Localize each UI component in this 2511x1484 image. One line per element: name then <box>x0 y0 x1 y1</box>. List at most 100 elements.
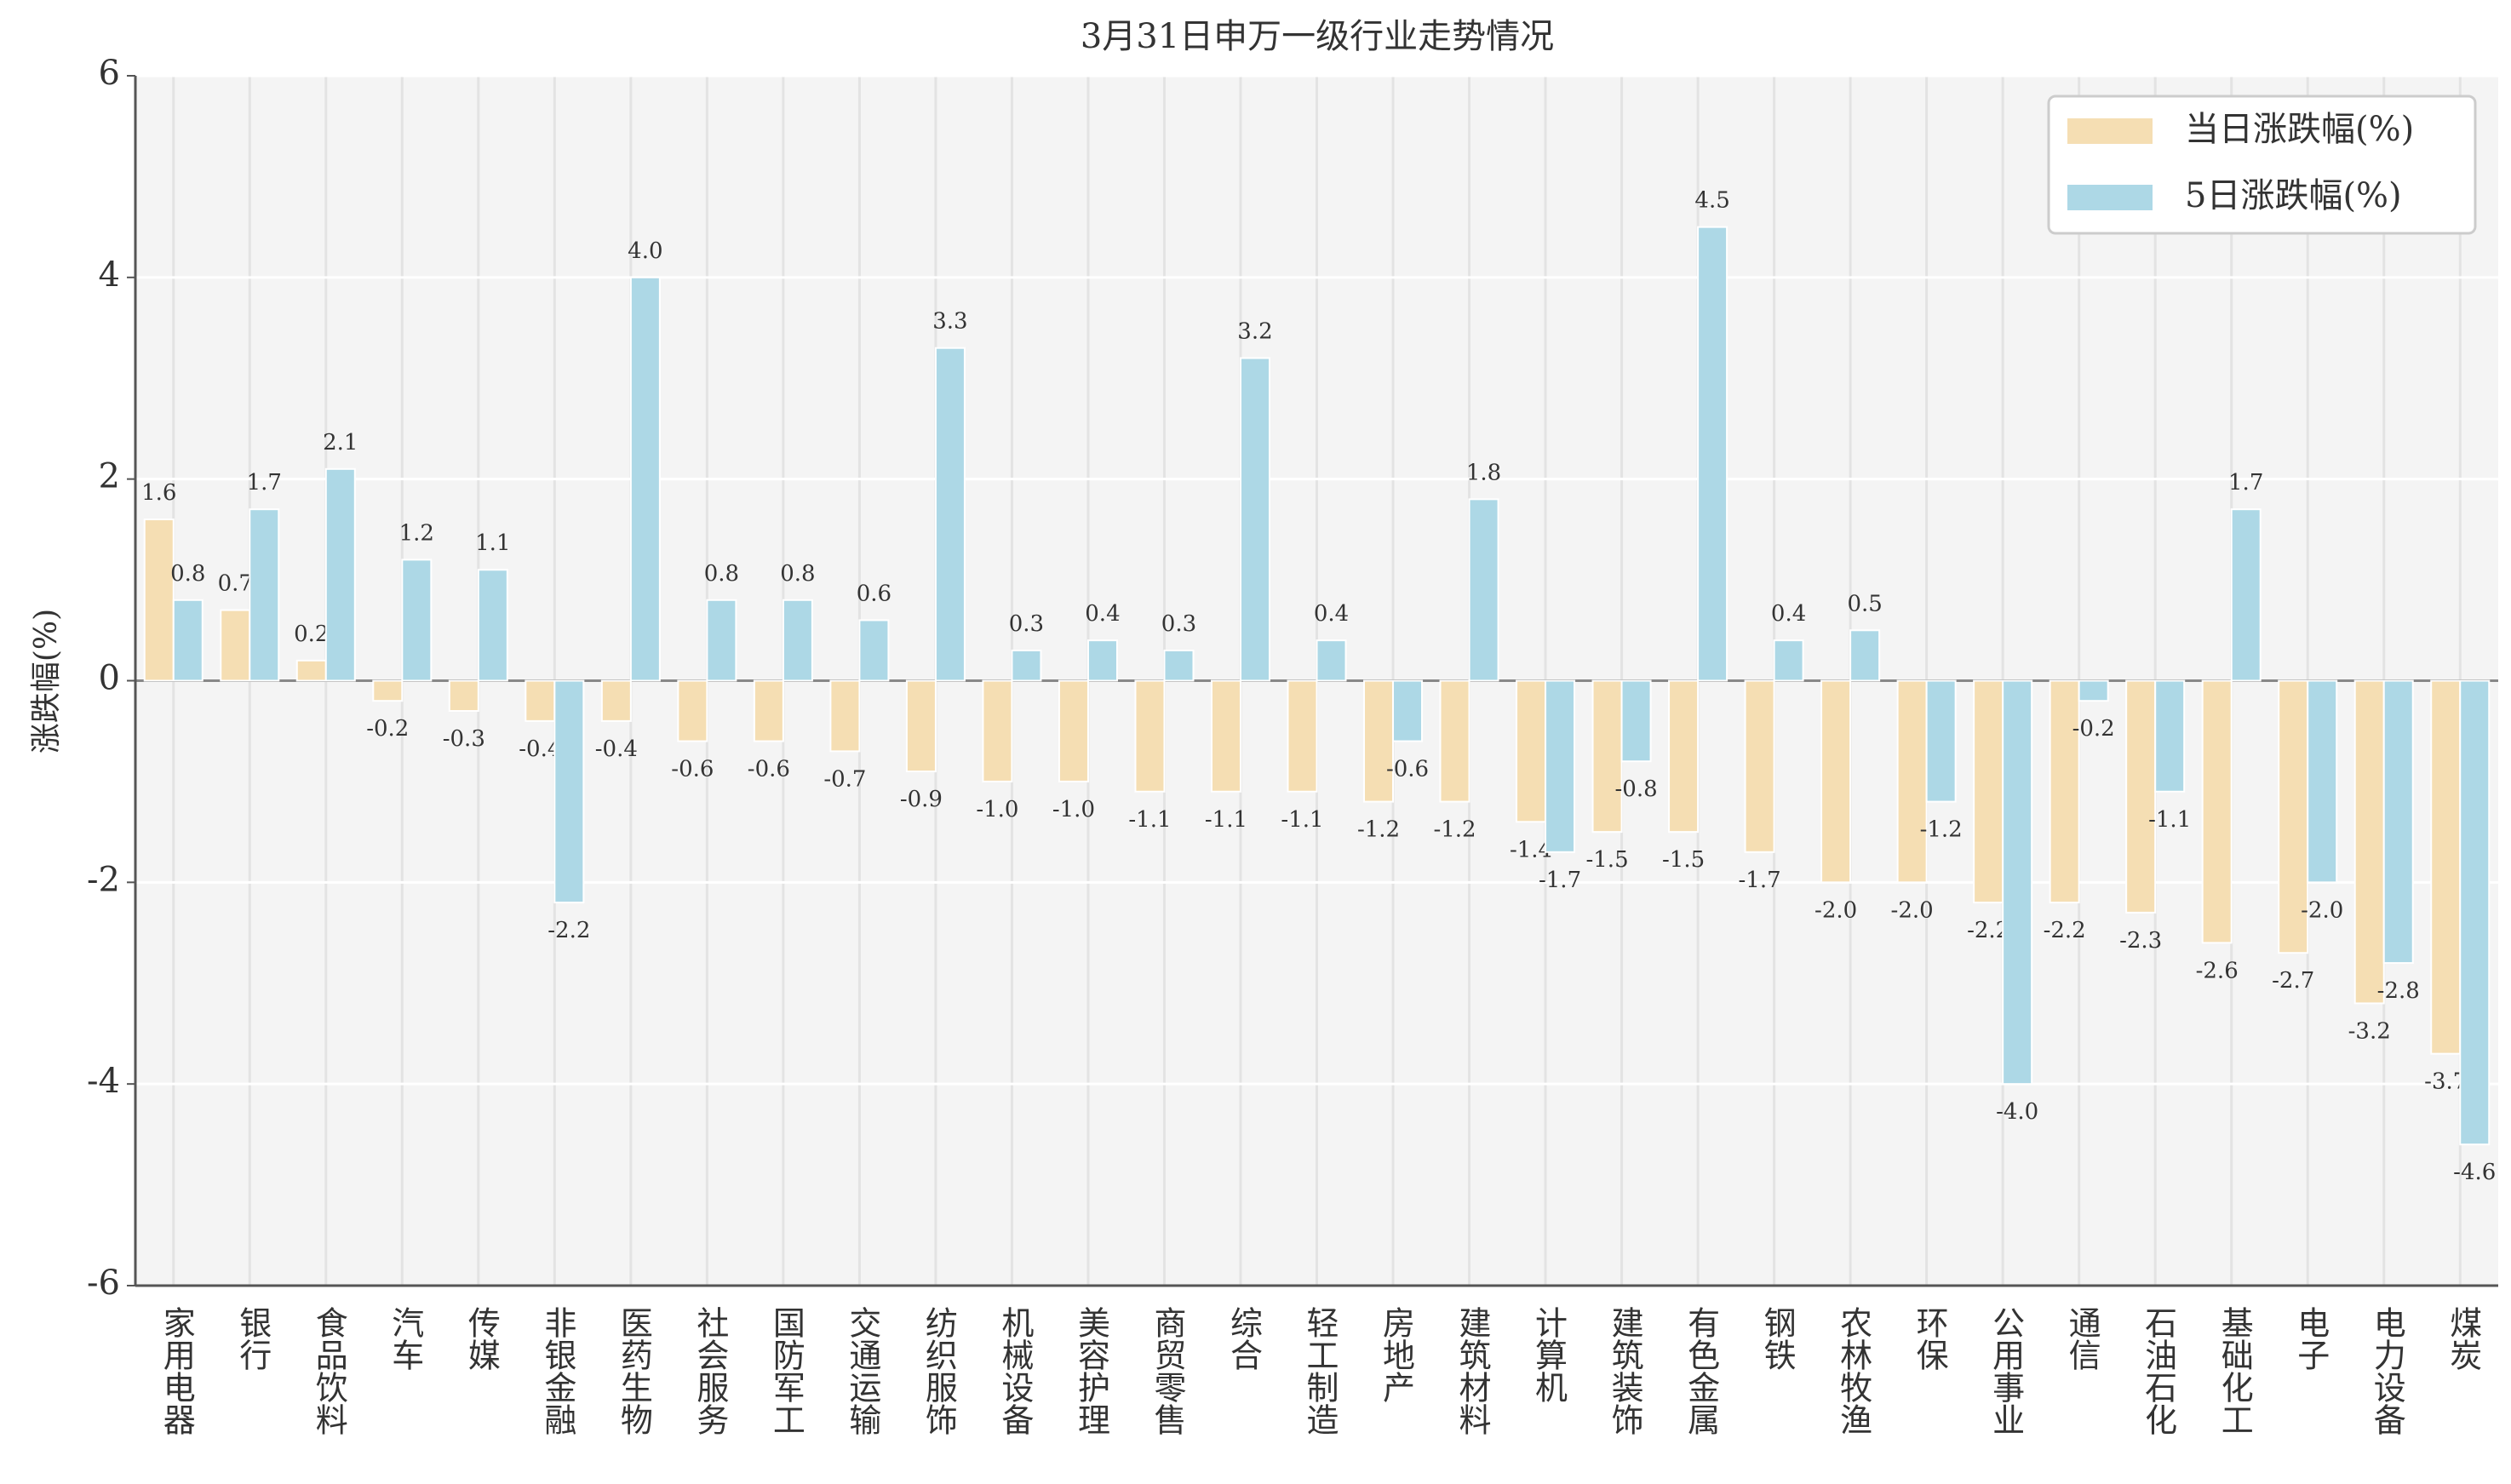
value-label: 3.2 <box>1237 319 1272 345</box>
bar <box>2382 679 2414 965</box>
y-tick-label: 0 <box>99 659 120 698</box>
bar <box>1363 679 1395 803</box>
value-label: 0.5 <box>1847 591 1882 616</box>
value-label: -2.2 <box>547 918 590 943</box>
y-tick-label: -6 <box>87 1263 120 1303</box>
bar <box>1468 498 1499 682</box>
x-tick-label: 农林牧渔 <box>1835 1306 1872 1435</box>
legend-label: 当日涨跌幅(%) <box>2185 110 2414 149</box>
value-label: -1.1 <box>1128 807 1171 833</box>
value-label: -1.1 <box>1281 807 1323 833</box>
value-label: -0.8 <box>1615 776 1658 802</box>
x-tick-label: 机械设备 <box>996 1306 1034 1435</box>
bar <box>858 619 890 682</box>
value-label: 0.8 <box>704 561 739 587</box>
x-tick-label: 汽车 <box>387 1306 424 1371</box>
x-tick-label: 通信 <box>2063 1306 2101 1371</box>
x-tick-label: 交通运输 <box>844 1306 881 1435</box>
bar <box>1439 679 1470 803</box>
bar <box>934 347 966 682</box>
value-label: 0.8 <box>170 561 205 587</box>
value-label: 0.6 <box>857 581 891 606</box>
bar <box>1620 679 1652 763</box>
value-label: -3.2 <box>2348 1018 2391 1044</box>
bar <box>1316 639 1347 682</box>
bar <box>706 599 737 682</box>
chart-title: 3月31日申万一级行业走势情况 <box>1081 17 1554 56</box>
value-label: 0.4 <box>1314 601 1349 627</box>
value-label: 0.3 <box>1009 611 1044 637</box>
bar <box>1011 649 1042 682</box>
x-tick-label: 纺织服饰 <box>920 1306 957 1435</box>
legend-swatch <box>2067 118 2153 144</box>
bar <box>172 599 204 682</box>
value-label: -2.3 <box>2119 928 2162 954</box>
x-tick-label: 食品饮料 <box>310 1306 347 1435</box>
y-tick-label: 4 <box>99 255 120 295</box>
bar <box>1820 679 1852 884</box>
x-tick-label: 环保 <box>1911 1306 1948 1371</box>
bar <box>677 679 708 742</box>
y-tick-label: -4 <box>87 1062 120 1101</box>
bar <box>1697 226 1728 682</box>
bar <box>1287 679 1318 793</box>
bar <box>220 609 251 682</box>
legend-swatch <box>2067 185 2153 210</box>
bar <box>1925 679 1957 803</box>
bar <box>2430 679 2462 1055</box>
value-label: -1.7 <box>1739 868 1781 893</box>
x-tick-label: 美容护理 <box>1072 1306 1109 1435</box>
bar <box>1163 649 1195 682</box>
bar <box>2201 679 2233 944</box>
x-tick-label: 商贸零售 <box>1149 1306 1186 1435</box>
bar <box>1591 679 1623 834</box>
x-tick-label: 有色金属 <box>1683 1306 1720 1435</box>
bar <box>2307 679 2338 884</box>
bar <box>782 599 813 682</box>
bar <box>982 679 1013 782</box>
value-label: -2.7 <box>2272 968 2314 994</box>
value-label: -2.6 <box>2196 958 2239 983</box>
value-label: -1.0 <box>976 797 1018 822</box>
x-tick-label: 电子 <box>2292 1306 2330 1371</box>
y-tick-label: 2 <box>99 457 120 496</box>
value-label: -1.2 <box>1433 817 1476 843</box>
value-label: -1.2 <box>1920 817 1963 843</box>
bar <box>1896 679 1928 884</box>
bar <box>600 679 632 722</box>
bar <box>477 569 508 682</box>
value-label: -1.1 <box>2148 807 2191 833</box>
bar <box>2278 679 2309 954</box>
value-label: -1.7 <box>1539 868 1581 893</box>
bar <box>143 519 175 682</box>
x-tick-label: 轻工制造 <box>1301 1306 1339 1435</box>
value-label: 0.8 <box>780 561 815 587</box>
x-tick-label: 计算机 <box>1530 1306 1568 1403</box>
value-label: -0.3 <box>443 726 485 752</box>
legend-box <box>2047 95 2477 235</box>
bar <box>1773 639 1804 682</box>
value-label: 0.4 <box>1085 601 1120 627</box>
value-label: 1.2 <box>399 520 434 546</box>
bar <box>629 276 661 682</box>
x-tick-label: 社会服务 <box>691 1306 729 1435</box>
value-label: 0.4 <box>1771 601 1806 627</box>
bar <box>1392 679 1424 742</box>
value-label: -0.7 <box>823 766 866 792</box>
x-tick-label: 家用电器 <box>158 1306 195 1435</box>
bar <box>2002 679 2033 1086</box>
bar <box>1849 629 1881 682</box>
bar <box>829 679 861 753</box>
value-label: 4.0 <box>628 238 662 264</box>
bar <box>2078 679 2109 702</box>
value-label: 0.7 <box>218 571 253 597</box>
value-label: 0.2 <box>294 622 329 647</box>
x-tick-label: 电力设备 <box>2368 1306 2405 1435</box>
x-tick-label: 房地产 <box>1378 1306 1415 1403</box>
value-label: -2.0 <box>1891 897 1934 923</box>
x-tick-label: 煤炭 <box>2445 1306 2482 1371</box>
value-label: 1.8 <box>1466 460 1501 485</box>
bar <box>2353 679 2385 1005</box>
bar <box>1058 679 1089 782</box>
